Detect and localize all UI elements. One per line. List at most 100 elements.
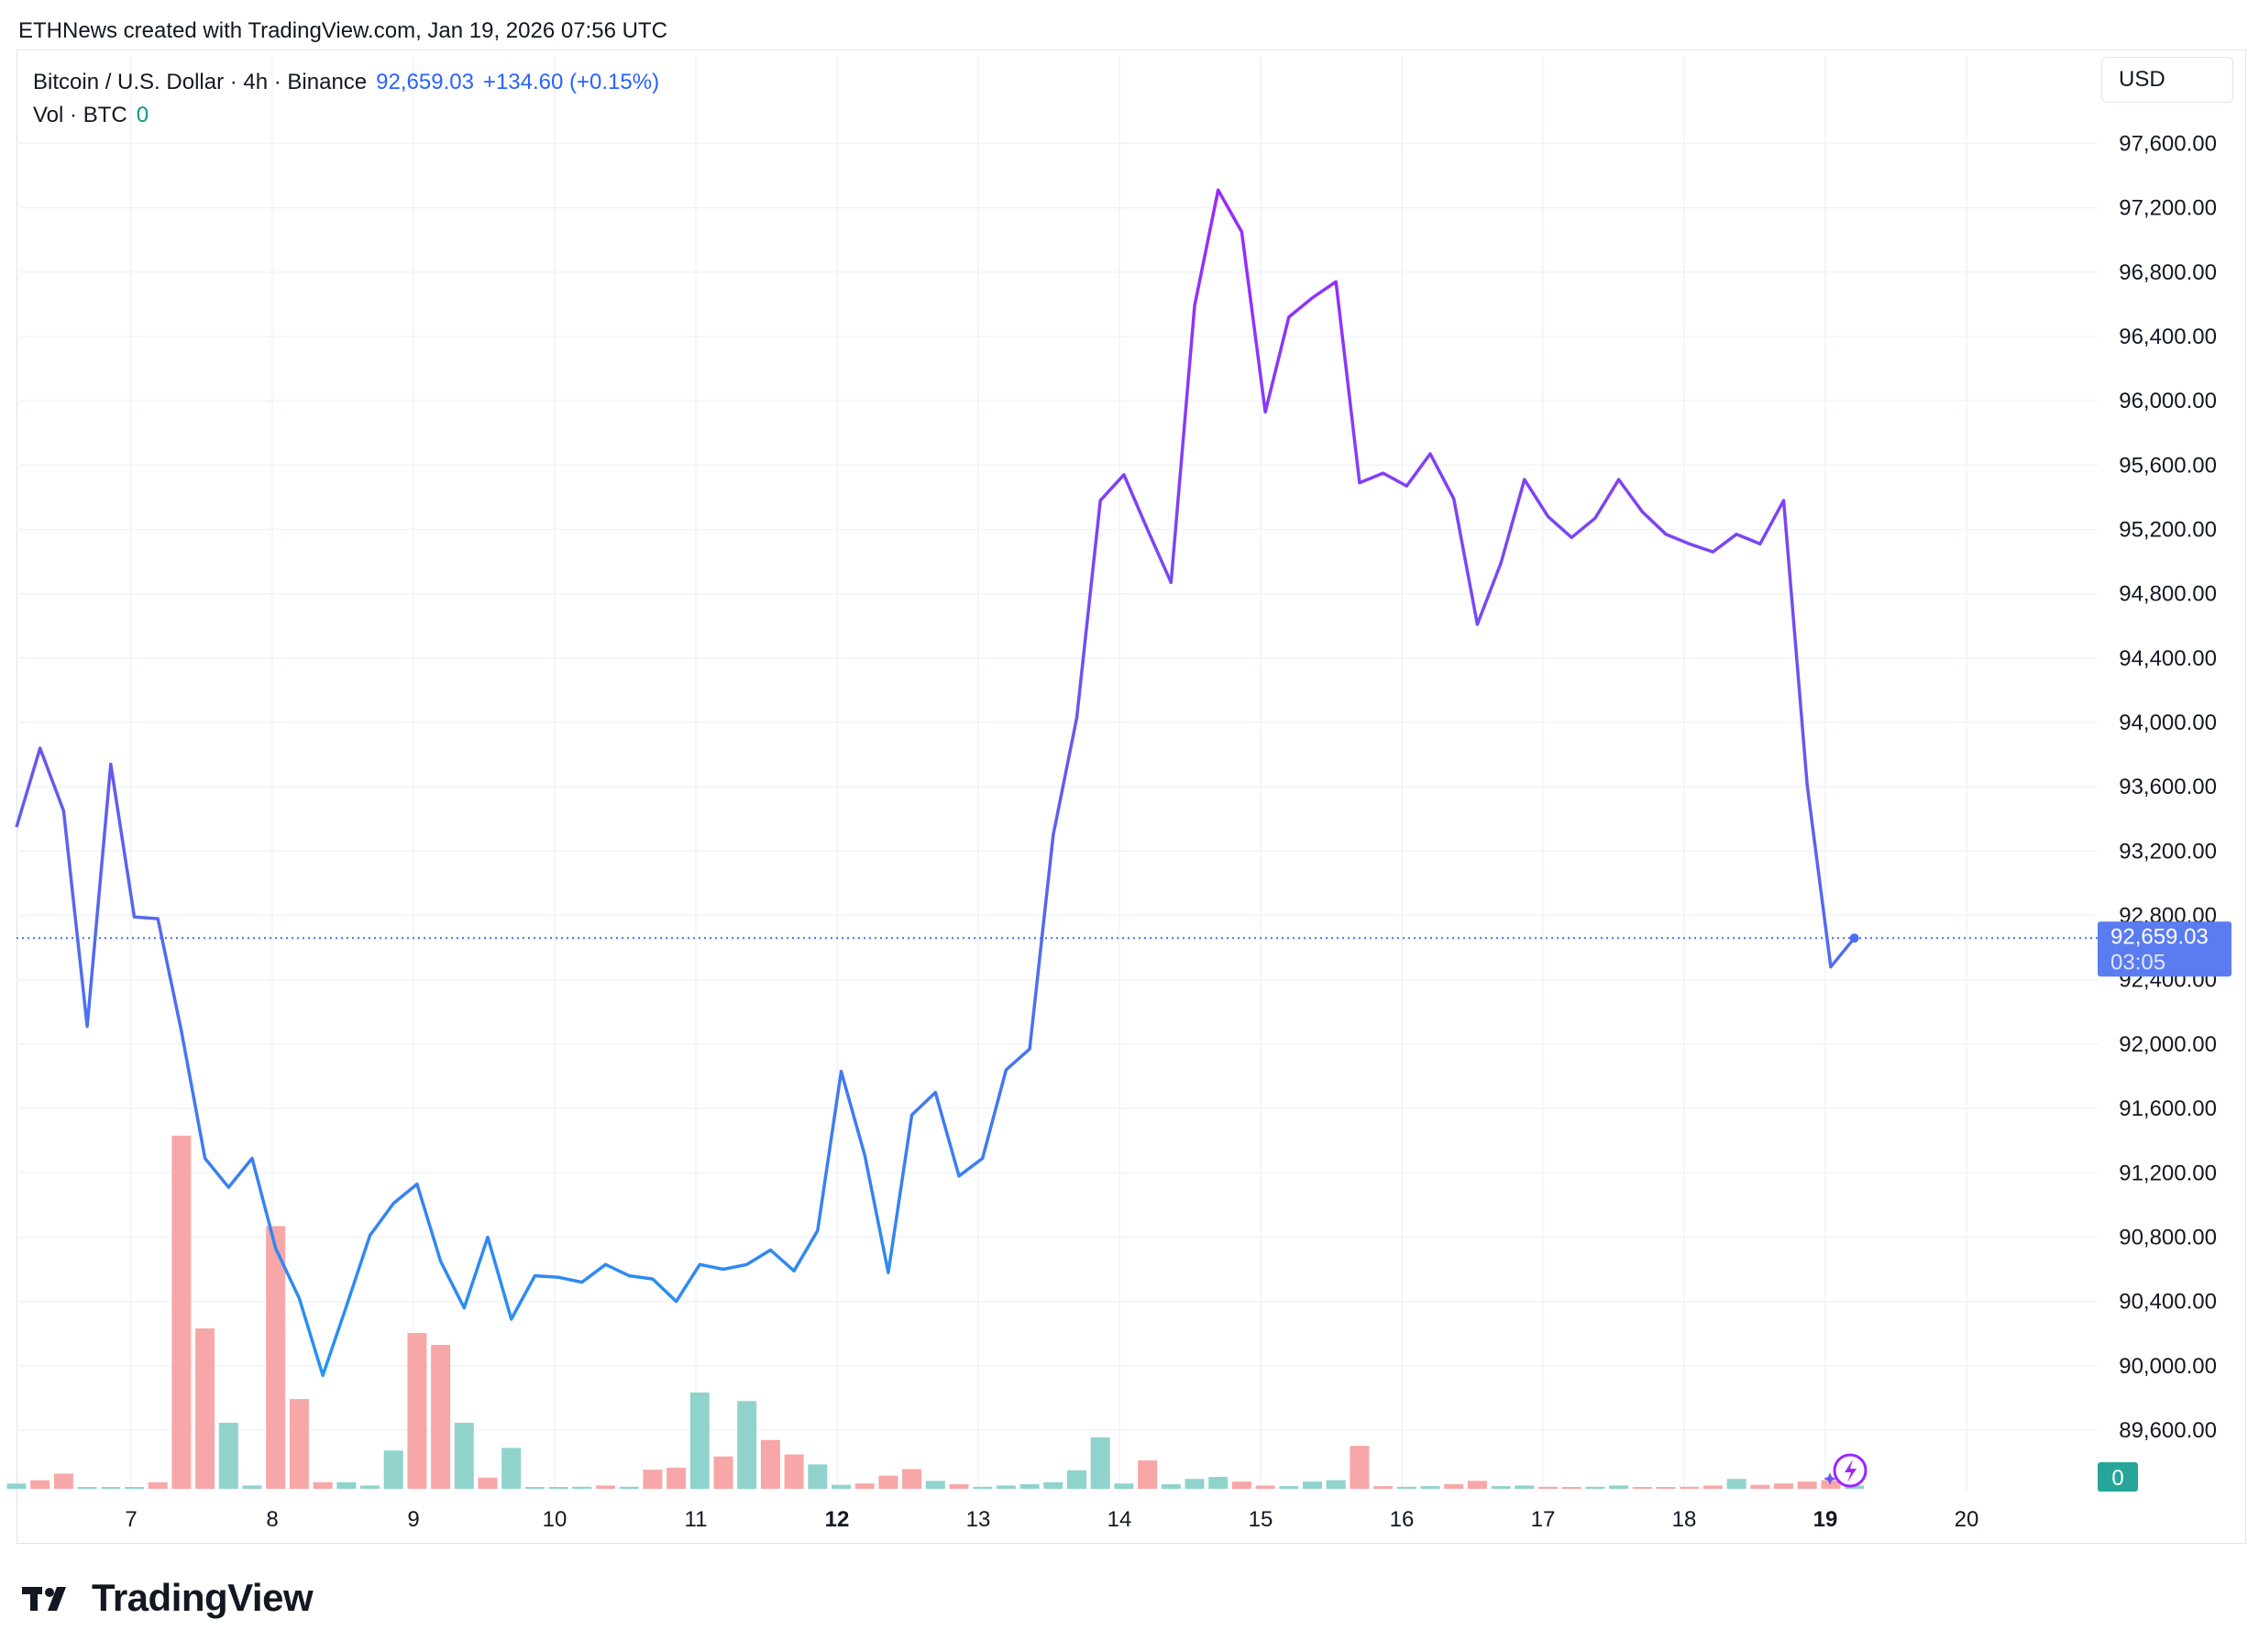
volume-bar [689, 1392, 710, 1489]
x-tick-label: 9 [407, 1507, 419, 1532]
chart-frame [17, 50, 2246, 1544]
y-tick-label: 92,000.00 [2119, 1032, 2217, 1057]
volume-bar [878, 1475, 898, 1489]
volume-bar [30, 1480, 50, 1489]
volume-bar [832, 1484, 851, 1489]
volume-bar [125, 1487, 144, 1489]
price-series-line [15, 188, 1856, 1378]
volume-bar [1279, 1486, 1299, 1489]
volume-bar [1821, 1480, 1841, 1489]
volume-bar [713, 1456, 733, 1489]
y-tick-label: 90,800.00 [2119, 1225, 2217, 1250]
x-tick-label: 10 [543, 1507, 568, 1532]
x-tick-label: 8 [266, 1507, 278, 1532]
y-tick-label: 93,200.00 [2119, 839, 2217, 864]
volume-bar [548, 1487, 568, 1489]
volume-bar [6, 1483, 27, 1489]
x-axis: 7 8 9 10 11 12 13 14 15 16 17 18 19 20 [125, 1507, 1978, 1532]
y-tick-label: 90,000.00 [2119, 1354, 2217, 1379]
volume-bar [407, 1333, 427, 1489]
x-tick-label: 14 [1107, 1507, 1132, 1532]
volume-bar [242, 1485, 262, 1489]
tradingview-logo [22, 1587, 66, 1611]
volume-bar [1515, 1485, 1535, 1489]
legend-symbol[interactable]: Bitcoin / U.S. Dollar · 4h · Binance [33, 70, 368, 94]
legend-change: +134.60 (+0.15%) [482, 70, 660, 94]
y-axis: 89,600.00 90,000.00 90,400.00 90,800.00 91,2… [2119, 131, 2217, 1443]
y-tick-label: 97,200.00 [2119, 196, 2217, 221]
volume-bar [171, 1135, 192, 1489]
volume-bar [77, 1487, 97, 1489]
currency-button[interactable]: USD [2101, 57, 2233, 103]
volume-bar [148, 1481, 168, 1489]
volume-bar [667, 1467, 687, 1489]
volume-bar [1845, 1485, 1865, 1489]
legend-volume-label[interactable]: Vol · BTC [33, 103, 127, 127]
volume-bar [1656, 1487, 1676, 1489]
y-tick-label: 91,600.00 [2119, 1096, 2217, 1121]
volume-bar [1231, 1481, 1251, 1489]
volume-bar [1609, 1485, 1629, 1489]
volume-tag-value: 0 [2111, 1466, 2123, 1491]
volume-bar [784, 1454, 804, 1489]
volume-bar [1561, 1487, 1581, 1489]
volume-bar [1255, 1485, 1275, 1489]
x-tick-label: 20 [1955, 1507, 1979, 1532]
volume-bar [289, 1399, 309, 1489]
volume-bar [454, 1423, 474, 1489]
volume-bar [1067, 1470, 1086, 1489]
legend-symbol-row: Bitcoin / U.S. Dollar · 4h · Binance 92,6… [33, 66, 659, 99]
volume-bar [313, 1481, 333, 1489]
volume-bar [1538, 1486, 1558, 1489]
y-tick-label: 89,600.00 [2119, 1418, 2217, 1443]
x-tick-label: 18 [1672, 1507, 1697, 1532]
volume-bars [6, 1135, 1865, 1489]
volume-bar [53, 1473, 73, 1489]
volume-bar [1208, 1477, 1229, 1489]
y-tick-label: 93,600.00 [2119, 775, 2217, 799]
volume-bar [737, 1401, 757, 1489]
volume-bar [1161, 1483, 1181, 1489]
volume-bar [572, 1486, 592, 1489]
volume-bar [925, 1481, 945, 1489]
x-tick-label: 11 [685, 1507, 708, 1532]
volume-bar [760, 1439, 780, 1489]
volume-bar [1114, 1483, 1134, 1489]
volume-bar [1138, 1460, 1158, 1489]
y-tick-label: 96,000.00 [2119, 389, 2217, 413]
volume-bar [1703, 1485, 1723, 1489]
y-tick-label: 94,000.00 [2119, 710, 2217, 735]
volume-bar [1396, 1486, 1416, 1489]
volume-bar [1467, 1481, 1487, 1489]
volume-bar [1090, 1437, 1110, 1489]
y-tick-label: 96,800.00 [2119, 260, 2217, 285]
volume-bar [1444, 1483, 1464, 1489]
brand[interactable]: TradingView [22, 1575, 314, 1621]
volume-bar [431, 1345, 451, 1489]
volume-bar [360, 1485, 380, 1489]
volume-bar [1774, 1483, 1793, 1489]
chart-legend: Bitcoin / U.S. Dollar · 4h · Binance 92,6… [33, 66, 659, 132]
grid [17, 55, 2098, 1492]
legend-volume-row: Vol · BTC 0 [33, 99, 659, 132]
y-tick-label: 90,400.00 [2119, 1290, 2217, 1315]
x-tick-label: 19 [1813, 1507, 1838, 1532]
legend-volume-value: 0 [136, 103, 149, 127]
volume-bar [336, 1481, 357, 1489]
volume-bar [1326, 1480, 1346, 1489]
volume-bar [1632, 1487, 1652, 1489]
y-tick-label: 95,200.00 [2119, 517, 2217, 542]
y-tick-label: 95,600.00 [2119, 453, 2217, 478]
price-line [15, 188, 2098, 1378]
volume-bar [383, 1450, 403, 1489]
volume-bar [524, 1487, 545, 1489]
header-title: ETHNews created with TradingView.com, Ja… [18, 18, 667, 43]
y-tick-label: 91,200.00 [2119, 1161, 2217, 1185]
volume-bar [1726, 1479, 1747, 1489]
y-tick-label: 94,800.00 [2119, 582, 2217, 607]
lightning-icon [1824, 1453, 1868, 1488]
x-tick-label: 16 [1390, 1507, 1415, 1532]
